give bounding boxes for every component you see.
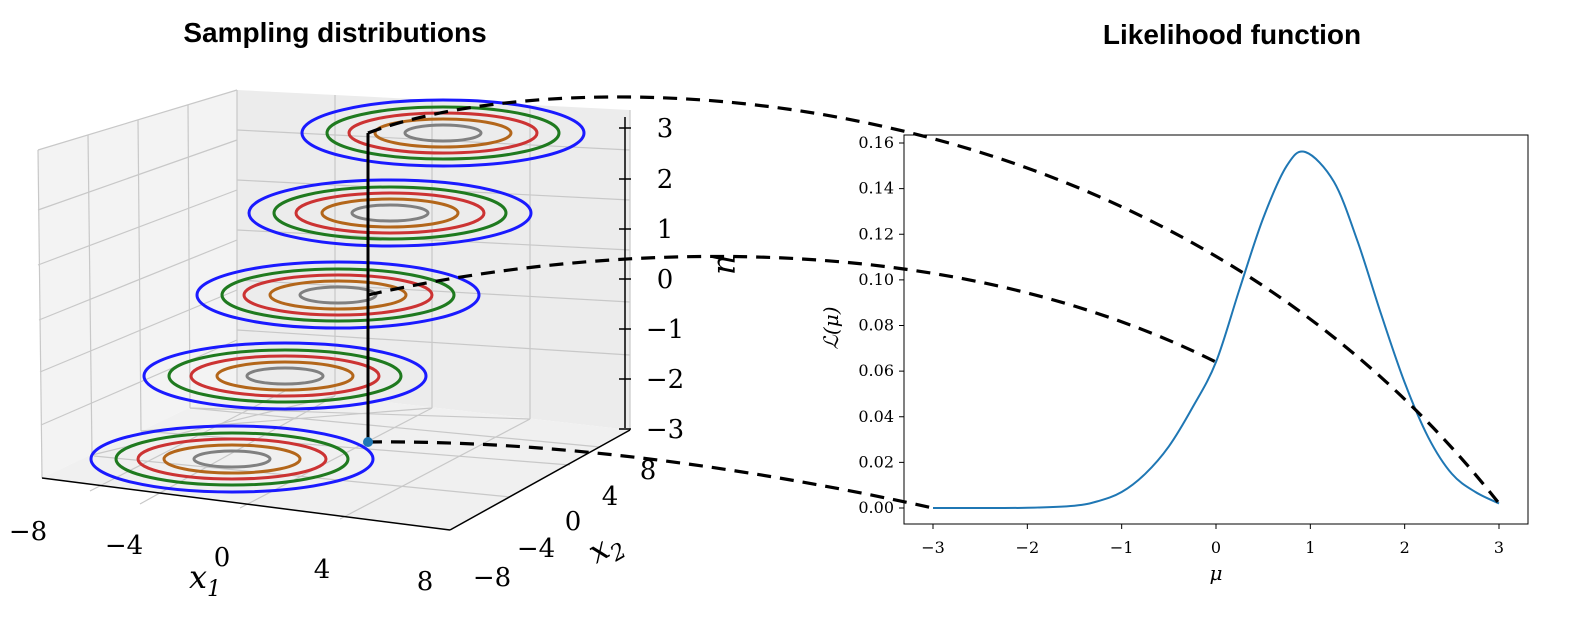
- x1-tick-label: 0: [214, 543, 231, 573]
- x-tick-labels: −3 −2 −1 0 1 2 3: [921, 524, 1504, 557]
- mu-tick-label: −1: [646, 315, 684, 345]
- x2-axis-label: x2: [581, 522, 631, 576]
- y-tick-label: 0.00: [858, 498, 894, 517]
- observation-point: [363, 437, 373, 447]
- x1-tick-label: −8: [9, 517, 47, 547]
- contour-ring: [215, 360, 355, 392]
- x1-tick-label: 4: [314, 555, 331, 585]
- y-tick-label: 0.12: [858, 224, 894, 243]
- left-chart-title: Sampling distributions: [183, 17, 486, 48]
- x-axis-label: μ: [1210, 561, 1223, 585]
- y-tick-label: 0.06: [858, 361, 894, 380]
- y-tick-labels: 0.00 0.02 0.04 0.06 0.08 0.10 0.12 0.14 0.16: [858, 133, 904, 517]
- y-tick-label: 0.10: [858, 270, 894, 289]
- contour-ring: [247, 178, 533, 248]
- contour-ring: [142, 341, 428, 411]
- x-tick-label: −3: [921, 538, 945, 557]
- y-tick-label: 0.04: [858, 407, 894, 426]
- contour-ring: [162, 443, 302, 475]
- x-tick-label: −1: [1110, 538, 1134, 557]
- contour-ring: [220, 267, 456, 323]
- contour-ring: [89, 424, 375, 494]
- contour-ring: [320, 197, 460, 229]
- x1-tick-label: −4: [105, 531, 143, 561]
- y-tick-label: 0.02: [858, 452, 894, 471]
- contour-ring: [167, 348, 403, 404]
- mu-tick-label: −2: [646, 365, 684, 395]
- connector-arc: [367, 254, 1217, 364]
- mu-tick-label: 2: [657, 165, 674, 195]
- x2-tick-label: −4: [517, 534, 555, 564]
- plot-frame: [903, 134, 1529, 525]
- contour-ring: [350, 203, 430, 223]
- contour-slice: [247, 178, 533, 248]
- x-tick-label: 3: [1494, 538, 1504, 557]
- contour-ring: [300, 98, 586, 168]
- x1-tick-label: 8: [417, 567, 434, 597]
- contour-ring: [114, 431, 350, 487]
- connector-arc: [367, 95, 1501, 505]
- x-tick-label: −2: [1016, 538, 1040, 557]
- x-tick-label: 1: [1305, 538, 1315, 557]
- x2-tick-label: −8: [473, 563, 511, 593]
- contour-ring: [272, 185, 508, 241]
- mu-tick-label: −3: [646, 415, 684, 445]
- contour-ring: [325, 105, 561, 161]
- mu-tick-label: 0: [657, 265, 674, 295]
- contour-ring: [189, 354, 381, 398]
- likelihood-curve: [932, 150, 1500, 510]
- mu-tick-label: 1: [657, 215, 674, 245]
- connector-arcs: [367, 95, 1501, 510]
- likelihood-plot: 0.000.020.040.060.080.100.120.140.16 −3−…: [819, 133, 1529, 585]
- contour-ring: [403, 123, 483, 143]
- mu-axis-label-3d: μ: [710, 254, 748, 275]
- mu-tick-label: 3: [657, 114, 674, 144]
- x2-tick-label: 0: [565, 507, 582, 537]
- contour-ring: [136, 437, 328, 481]
- right-chart-title: Likelihood function: [1103, 19, 1361, 50]
- x-tick-label: 0: [1211, 538, 1221, 557]
- contour-ring: [298, 285, 378, 305]
- x2-tick-label: 8: [640, 456, 657, 486]
- contour-ring: [192, 449, 272, 469]
- contour-ring: [294, 191, 486, 235]
- connector-arc: [367, 440, 934, 510]
- contour-slice: [195, 260, 481, 330]
- x2-tick-label: 4: [602, 482, 619, 512]
- contour-ring: [373, 117, 513, 149]
- contour-ring: [245, 366, 325, 386]
- contour-ring: [195, 260, 481, 330]
- y-tick-label: 0.16: [858, 133, 894, 152]
- contour-slice: [142, 341, 428, 411]
- y-tick-label: 0.08: [858, 316, 894, 335]
- contour-ring: [242, 273, 434, 317]
- contour-ring: [268, 279, 408, 311]
- x-tick-label: 2: [1400, 538, 1410, 557]
- y-tick-label: 0.14: [858, 179, 894, 198]
- contour-slice: [89, 424, 375, 494]
- y-axis-label: ℒ(μ): [819, 306, 843, 349]
